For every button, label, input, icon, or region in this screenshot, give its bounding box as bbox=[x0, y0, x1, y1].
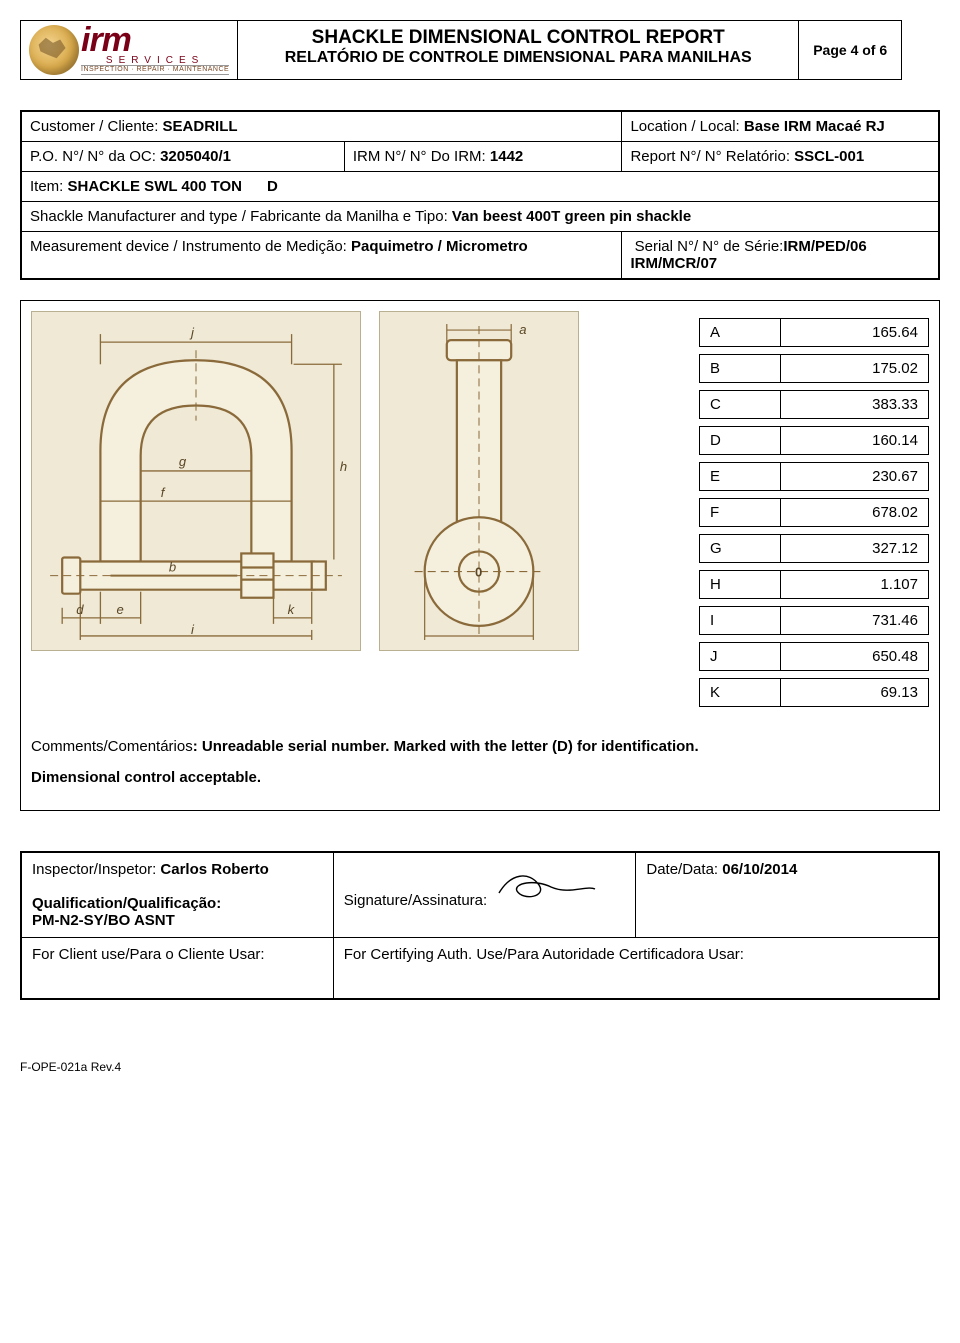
svg-text:j: j bbox=[189, 325, 195, 340]
shackle-diagram: j g f h b d e k i bbox=[31, 311, 361, 651]
comments-section: Comments/Comentários: Unreadable serial … bbox=[31, 738, 929, 786]
svg-text:d: d bbox=[76, 602, 84, 617]
meas-value: 383.33 bbox=[781, 390, 929, 419]
meas-value: 69.13 bbox=[781, 678, 929, 707]
inspector-cell: Inspector/Inspetor: Carlos Roberto Quali… bbox=[22, 853, 334, 938]
svg-text:0: 0 bbox=[475, 565, 482, 580]
table-row: G327.12 bbox=[699, 534, 929, 563]
meas-key: C bbox=[699, 390, 781, 419]
table-row: B175.02 bbox=[699, 354, 929, 383]
meas-key: G bbox=[699, 534, 781, 563]
measurements-column: A165.64B175.02C383.33D160.14E230.67F678.… bbox=[597, 311, 929, 714]
table-row: K69.13 bbox=[699, 678, 929, 707]
date-cell: Date/Data: 06/10/2014 bbox=[636, 853, 939, 938]
table-row: D160.14 bbox=[699, 426, 929, 455]
meas-value: 175.02 bbox=[781, 354, 929, 383]
meas-value: 165.64 bbox=[781, 318, 929, 347]
table-row: E230.67 bbox=[699, 462, 929, 491]
meas-key: A bbox=[699, 318, 781, 347]
svg-text:a: a bbox=[519, 322, 526, 337]
table-row: C383.33 bbox=[699, 390, 929, 419]
meas-value: 731.46 bbox=[781, 606, 929, 635]
table-row: A165.64 bbox=[699, 318, 929, 347]
table-row: J650.48 bbox=[699, 642, 929, 671]
svg-text:b: b bbox=[169, 560, 176, 575]
table-row: H1.107 bbox=[699, 570, 929, 599]
serial-cell: Serial N°/ N° de Série:IRM/PED/06 IRM/MC… bbox=[622, 232, 939, 279]
cert-use-cell: For Certifying Auth. Use/Para Autoridade… bbox=[333, 938, 938, 999]
svg-text:g: g bbox=[179, 454, 187, 469]
customer-cell: Customer / Cliente: SEADRILL bbox=[22, 112, 622, 142]
footer-code: F-OPE-021a Rev.4 bbox=[20, 1060, 940, 1074]
mfg-cell: Shackle Manufacturer and type / Fabrican… bbox=[22, 202, 939, 232]
meas-key: F bbox=[699, 498, 781, 527]
meas-value: 230.67 bbox=[781, 462, 929, 491]
info-table: Customer / Cliente: SEADRILL Location / … bbox=[21, 111, 939, 279]
title-cell: SHACKLE DIMENSIONAL CONTROL REPORT RELAT… bbox=[238, 20, 799, 80]
measurements-table: A165.64B175.02C383.33D160.14E230.67F678.… bbox=[699, 311, 929, 714]
header-bar: irm SERVICES INSPECTION · REPAIR · MAINT… bbox=[20, 20, 940, 80]
logo-cell: irm SERVICES INSPECTION · REPAIR · MAINT… bbox=[20, 20, 238, 80]
svg-text:i: i bbox=[191, 622, 195, 637]
pin-diagram: a 0 c bbox=[379, 311, 579, 651]
irmn-cell: IRM N°/ N° Do IRM: 1442 bbox=[344, 142, 622, 172]
device-cell: Measurement device / Instrumento de Medi… bbox=[22, 232, 622, 279]
meas-value: 327.12 bbox=[781, 534, 929, 563]
meas-key: I bbox=[699, 606, 781, 635]
title-en: SHACKLE DIMENSIONAL CONTROL REPORT bbox=[248, 27, 788, 49]
svg-text:e: e bbox=[117, 602, 124, 617]
table-row: F678.02 bbox=[699, 498, 929, 527]
report-cell: Report N°/ N° Relatório: SSCL-001 bbox=[622, 142, 939, 172]
meas-value: 650.48 bbox=[781, 642, 929, 671]
globe-icon bbox=[29, 25, 79, 75]
meas-value: 678.02 bbox=[781, 498, 929, 527]
meas-key: K bbox=[699, 678, 781, 707]
table-row: I731.46 bbox=[699, 606, 929, 635]
irm-logo: irm SERVICES INSPECTION · REPAIR · MAINT… bbox=[81, 25, 229, 75]
signature-icon bbox=[491, 865, 601, 905]
item-cell: Item: SHACKLE SWL 400 TON D bbox=[22, 172, 939, 202]
info-block: Customer / Cliente: SEADRILL Location / … bbox=[20, 110, 940, 280]
title-pt: RELATÓRIO DE CONTROLE DIMENSIONAL PARA M… bbox=[248, 49, 788, 67]
page-number: Page 4 of 6 bbox=[799, 20, 902, 80]
meas-value: 1.107 bbox=[781, 570, 929, 599]
meas-key: D bbox=[699, 426, 781, 455]
meas-key: H bbox=[699, 570, 781, 599]
svg-text:h: h bbox=[340, 459, 347, 474]
signature-cell: Signature/Assinatura: bbox=[333, 853, 636, 938]
svg-text:c: c bbox=[475, 638, 482, 642]
meas-key: E bbox=[699, 462, 781, 491]
meas-value: 160.14 bbox=[781, 426, 929, 455]
sign-block: Inspector/Inspetor: Carlos Roberto Quali… bbox=[20, 851, 940, 1000]
location-cell: Location / Local: Base IRM Macaé RJ bbox=[622, 112, 939, 142]
client-use-cell: For Client use/Para o Cliente Usar: bbox=[22, 938, 334, 999]
svg-text:f: f bbox=[161, 485, 166, 500]
meas-key: B bbox=[699, 354, 781, 383]
mid-block: j g f h b d e k i bbox=[20, 300, 940, 811]
po-cell: P.O. N°/ N° da OC: 3205040/1 bbox=[22, 142, 345, 172]
sign-table: Inspector/Inspetor: Carlos Roberto Quali… bbox=[21, 852, 939, 999]
meas-key: J bbox=[699, 642, 781, 671]
svg-text:k: k bbox=[288, 602, 296, 617]
